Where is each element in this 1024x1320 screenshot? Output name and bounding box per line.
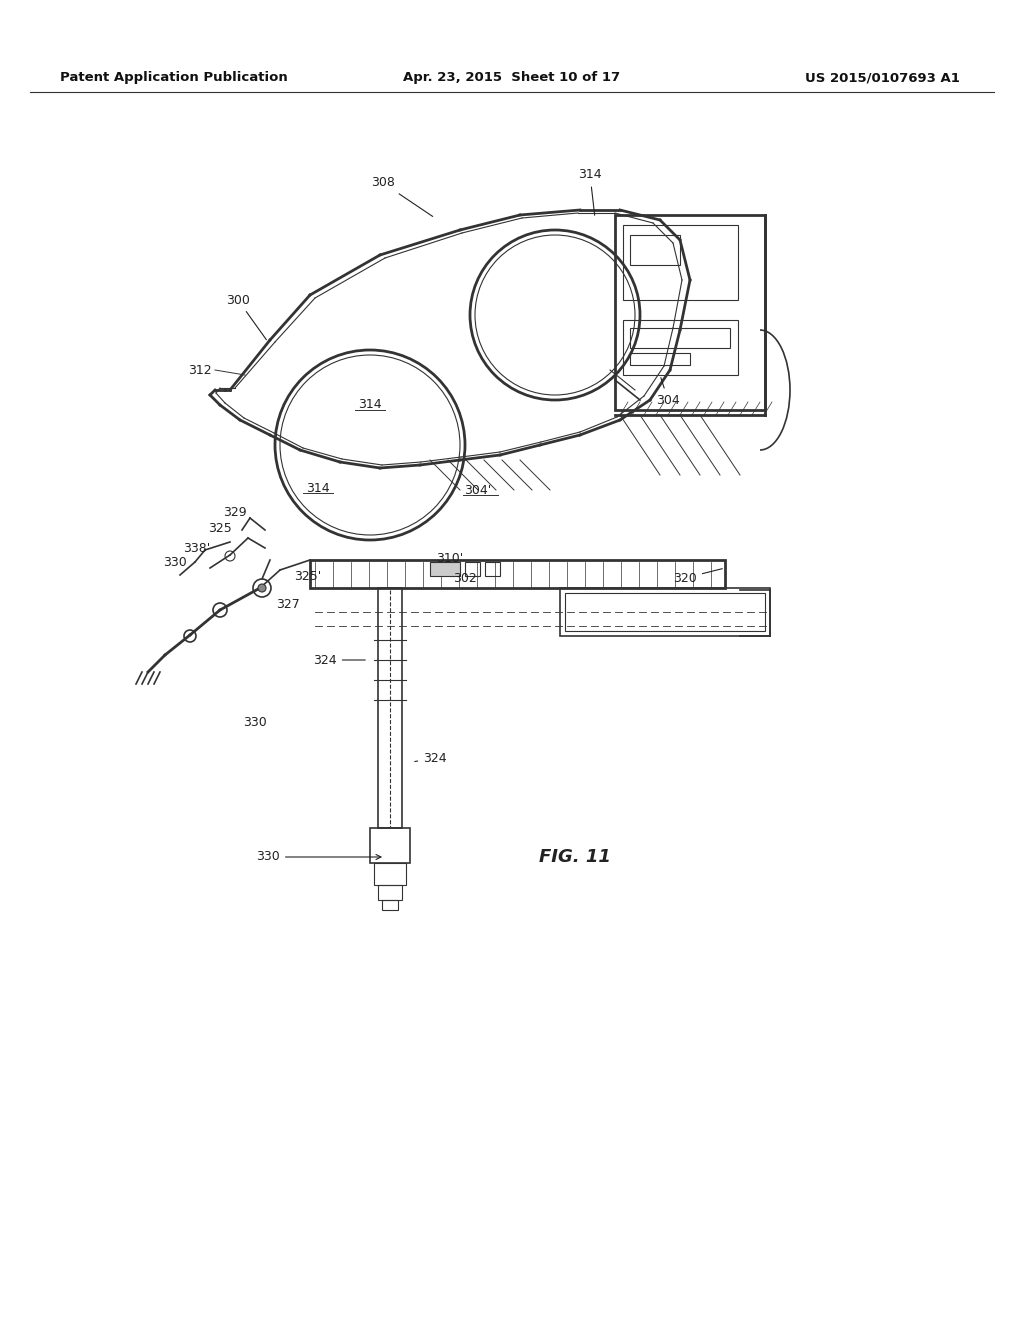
Text: 330: 330: [256, 850, 381, 863]
Bar: [623, 224, 738, 300]
Bar: [310, 560, 725, 587]
Bar: [378, 884, 402, 900]
Bar: [565, 593, 765, 631]
Bar: [630, 352, 690, 366]
Text: 310': 310': [436, 552, 464, 565]
Bar: [378, 587, 402, 828]
Text: Patent Application Publication: Patent Application Publication: [60, 71, 288, 84]
Text: 308: 308: [371, 177, 433, 216]
Text: 325: 325: [208, 521, 231, 535]
Text: 325': 325': [294, 570, 322, 583]
Bar: [430, 562, 460, 576]
Circle shape: [258, 583, 266, 591]
Bar: [630, 327, 730, 348]
Text: 304': 304': [464, 483, 492, 496]
Text: 330: 330: [163, 557, 186, 569]
Text: 314: 314: [306, 482, 330, 495]
Text: 327: 327: [276, 598, 300, 610]
Bar: [560, 587, 770, 636]
Text: 300: 300: [226, 293, 266, 339]
Text: 312: 312: [188, 363, 212, 376]
Bar: [382, 900, 398, 909]
Text: 304: 304: [656, 378, 680, 407]
Bar: [370, 828, 410, 863]
Text: 338': 338': [183, 541, 211, 554]
Text: 324: 324: [415, 751, 446, 764]
Bar: [465, 562, 480, 576]
Text: 320: 320: [673, 569, 722, 585]
Bar: [615, 215, 765, 411]
Text: 302: 302: [454, 572, 477, 585]
Text: 330: 330: [243, 717, 267, 730]
Text: 329: 329: [223, 506, 247, 519]
Bar: [623, 319, 738, 375]
Text: US 2015/0107693 A1: US 2015/0107693 A1: [805, 71, 961, 84]
Bar: [630, 235, 680, 265]
Text: FIG. 11: FIG. 11: [539, 847, 611, 866]
Text: Apr. 23, 2015  Sheet 10 of 17: Apr. 23, 2015 Sheet 10 of 17: [403, 71, 621, 84]
Bar: [374, 863, 406, 884]
Bar: [485, 562, 500, 576]
Text: 314: 314: [579, 169, 602, 215]
Text: 314: 314: [358, 399, 382, 412]
Text: 324: 324: [313, 653, 366, 667]
